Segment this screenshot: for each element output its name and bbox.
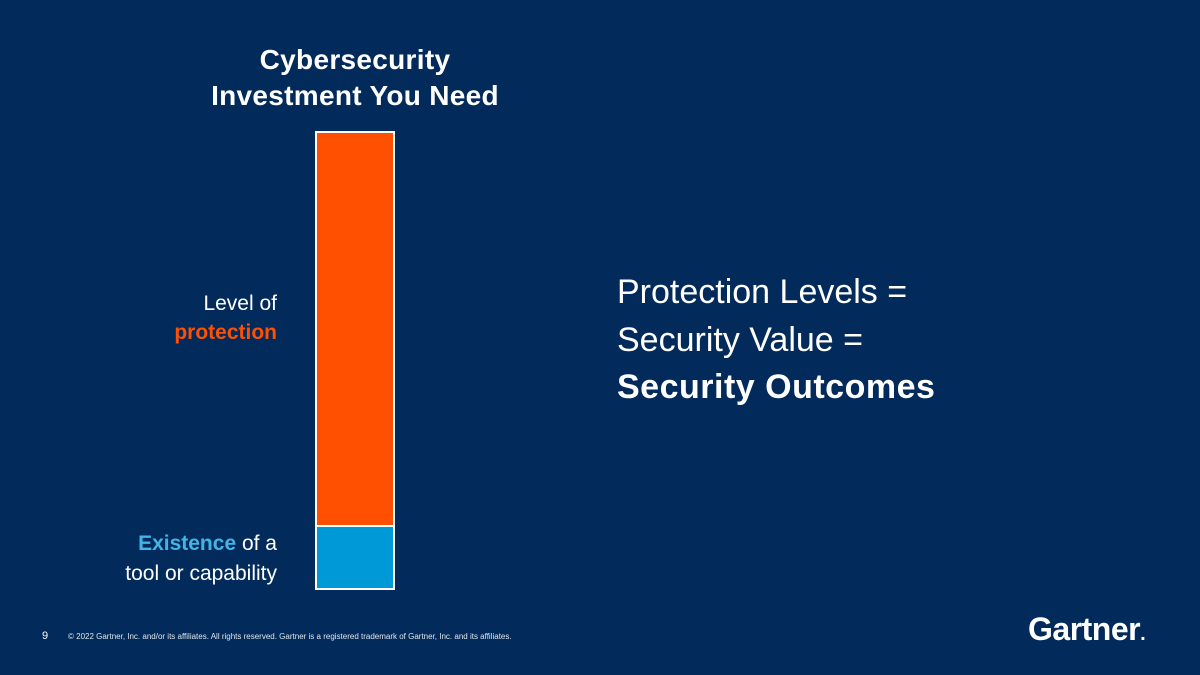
label-text: Level of — [203, 292, 277, 315]
logo-mark: . — [1140, 623, 1146, 645]
title-line: Cybersecurity — [259, 44, 451, 75]
label: Existence of a — [138, 532, 277, 556]
title-line: Investment You Need — [211, 80, 499, 111]
logo: Gartner. — [1028, 611, 1146, 648]
label-highlight: Existence — [138, 532, 237, 555]
label-highlight: protection — [174, 321, 277, 344]
statement-emphasis: Security Outcomes — [617, 368, 936, 406]
page-number: 9 — [42, 630, 49, 642]
copyright: © 2022 Gartner, Inc. and/or its affiliat… — [68, 632, 512, 641]
label-text: of a — [236, 532, 277, 555]
label-text: tool or capability — [125, 562, 277, 585]
logo-text: Gartner — [1028, 611, 1141, 647]
existence-bar — [315, 525, 395, 590]
statement-line: Protection Levels = — [617, 273, 908, 311]
statement-line: Security Value = — [617, 321, 864, 359]
protection-bar — [315, 131, 395, 525]
